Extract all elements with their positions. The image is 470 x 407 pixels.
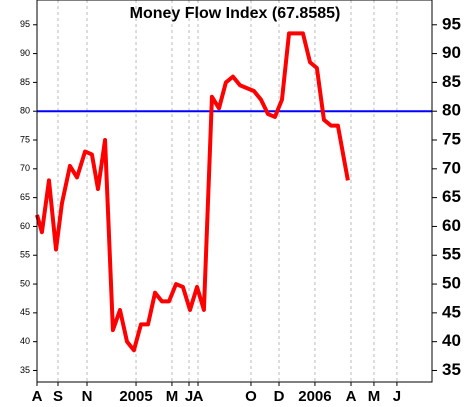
plot-frame: [36, 0, 433, 383]
y-tick-label: 90: [20, 48, 30, 58]
x-tick-label: A: [193, 388, 204, 405]
y-tick-label: 65: [20, 192, 30, 202]
y-tick-label: 70: [20, 163, 30, 173]
y-tick-label: 80: [442, 101, 461, 120]
y-tick-label: 70: [442, 158, 461, 177]
marks: [35, 31, 432, 353]
x-tick-label: M: [368, 388, 381, 405]
y-tick-label: 95: [442, 14, 461, 33]
y-tick-label: 80: [20, 106, 30, 116]
x-tick-label: O: [245, 388, 257, 405]
x-tick-label: D: [274, 388, 285, 405]
y-tick-label: 50: [20, 278, 30, 288]
x-tick-label: J: [185, 388, 193, 405]
y-tick-label: 50: [442, 274, 461, 293]
data-line: [35, 31, 350, 353]
x-tick-label: 2006: [298, 388, 331, 405]
x-tick-label: A: [32, 388, 43, 405]
x-tick-label: J: [393, 388, 401, 405]
x-tick-label: A: [346, 388, 357, 405]
x-tick-label: 2005: [119, 388, 152, 405]
y-tick-label: 75: [20, 134, 30, 144]
y-tick-label: 85: [20, 77, 30, 87]
y-tick-label: 35: [20, 365, 30, 375]
y-tick-label: 90: [442, 43, 461, 62]
y-tick-label: 45: [442, 302, 461, 321]
x-tick-label: N: [82, 388, 93, 405]
y-tick-label: 60: [20, 221, 30, 231]
y-tick-label: 60: [442, 216, 461, 235]
y-tick-label: 85: [442, 72, 461, 91]
y-tick-label: 45: [20, 307, 30, 317]
y-tick-label: 55: [442, 245, 461, 264]
grid: [36, 0, 398, 382]
x-tick-label: M: [166, 388, 179, 405]
y-tick-label: 65: [442, 187, 461, 206]
y-tick-label: 40: [442, 331, 461, 350]
chart-title: Money Flow Index (67.8585): [130, 5, 341, 22]
x-tick-label: S: [53, 388, 63, 405]
y-tick-label: 40: [20, 336, 30, 346]
y-tick-label: 55: [20, 250, 30, 260]
y-tick-label: 95: [20, 19, 30, 29]
y-tick-label: 35: [442, 360, 461, 379]
y-tick-label: 75: [442, 129, 461, 148]
